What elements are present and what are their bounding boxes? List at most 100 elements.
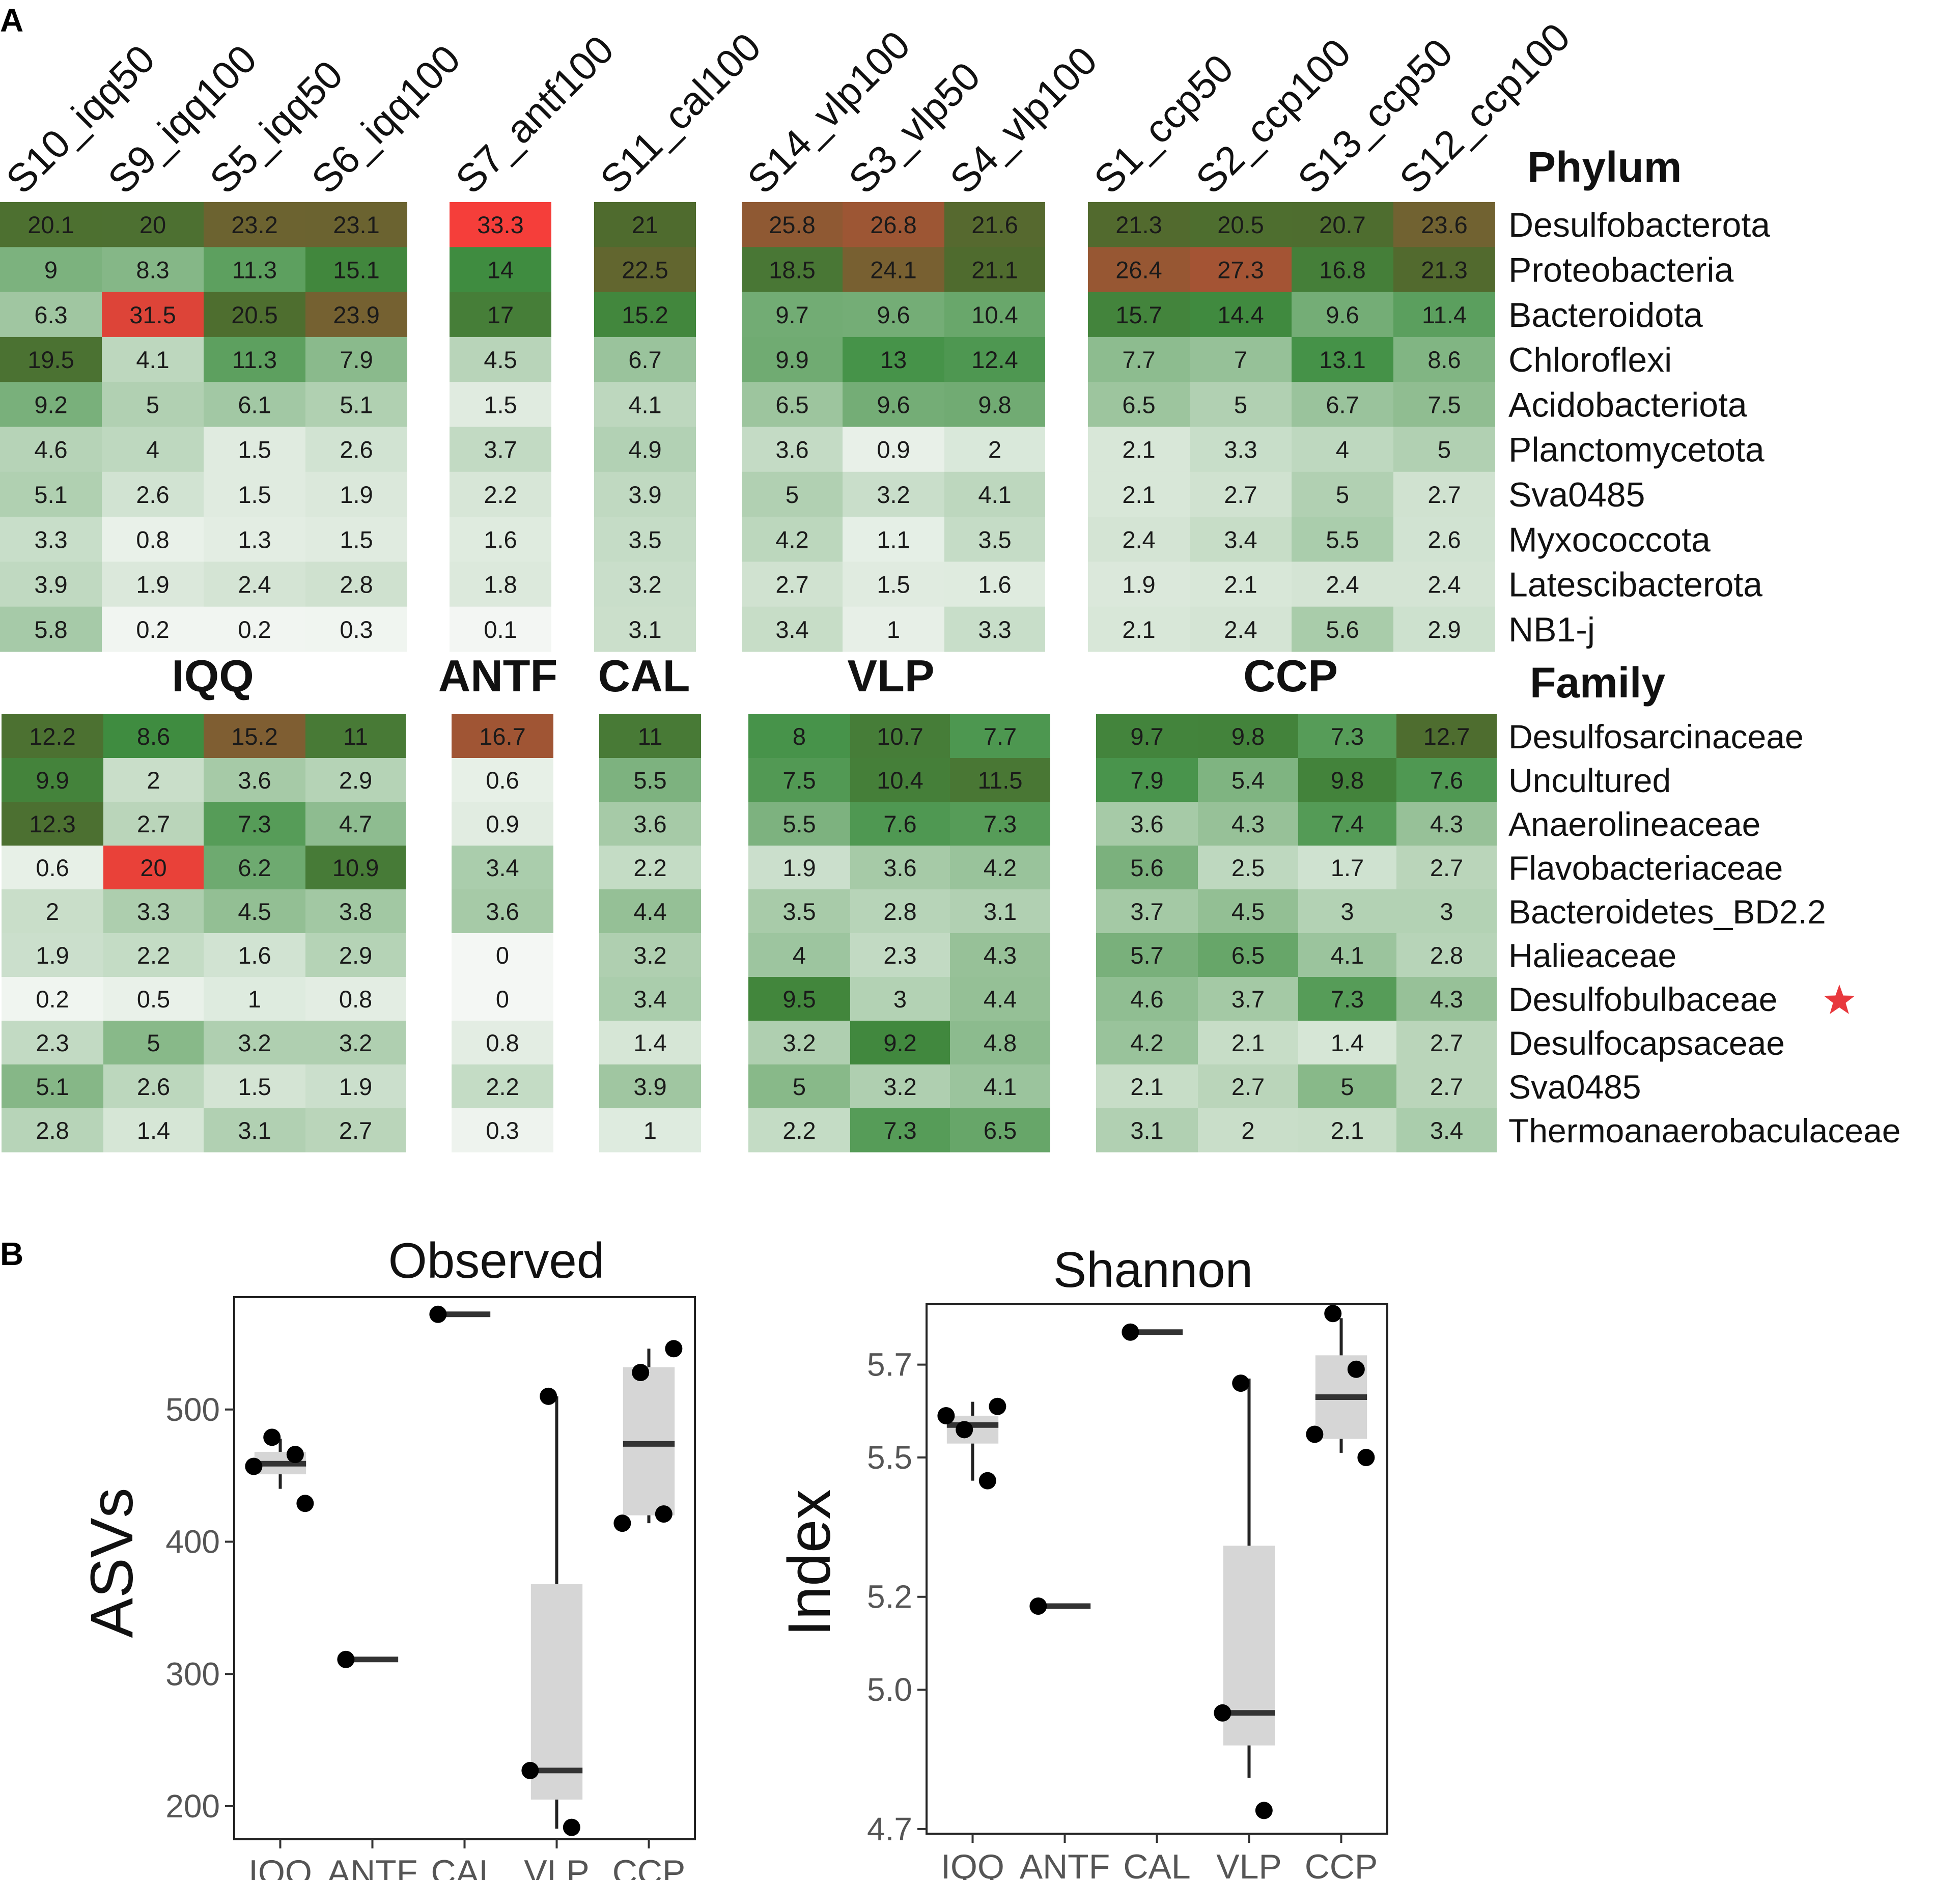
family-cell bbox=[748, 758, 850, 802]
data-point bbox=[655, 1505, 673, 1523]
family-cell bbox=[2, 1064, 103, 1109]
x-tick-label: CCP bbox=[1305, 1847, 1378, 1880]
phylum-cell bbox=[1190, 606, 1292, 652]
phylum-cell-value: 2.4 bbox=[1427, 571, 1461, 598]
family-cell-value: 15.2 bbox=[231, 723, 277, 750]
data-point bbox=[937, 1407, 955, 1424]
phylum-cell-value: 1.6 bbox=[978, 571, 1011, 598]
family-cell-value: 3.2 bbox=[883, 1073, 916, 1100]
family-cell-value: 3.6 bbox=[486, 898, 519, 925]
phylum-cell bbox=[843, 202, 944, 247]
phylum-cell-value: 26.8 bbox=[870, 211, 916, 238]
phylum-cell-value: 1.5 bbox=[238, 481, 271, 508]
phylum-cell bbox=[0, 247, 102, 293]
family-cell bbox=[452, 1021, 553, 1065]
family-cell bbox=[1198, 1064, 1298, 1109]
family-cell bbox=[950, 846, 1050, 890]
phylum-cell bbox=[102, 202, 204, 247]
phylum-cell bbox=[0, 292, 102, 338]
family-cell bbox=[1198, 846, 1298, 890]
phylum-cell-value: 11.3 bbox=[232, 256, 277, 283]
phylum-cell-value: 27.3 bbox=[1217, 256, 1264, 283]
phylum-cell bbox=[1088, 517, 1190, 562]
phylum-cell-value: 3.7 bbox=[484, 436, 517, 463]
family-cell-value: 12.3 bbox=[29, 810, 75, 837]
family-cell bbox=[103, 1064, 204, 1109]
phylum-cell-value: 0.2 bbox=[238, 616, 271, 643]
phylum-cell bbox=[1190, 471, 1292, 517]
data-point bbox=[521, 1761, 539, 1779]
family-cell-value: 8 bbox=[793, 723, 806, 750]
family-cell-value: 4.8 bbox=[984, 1029, 1017, 1056]
family-cell-value: 3.6 bbox=[238, 767, 271, 794]
data-point bbox=[1306, 1425, 1324, 1443]
family-cell-value: 0.6 bbox=[486, 767, 519, 794]
phylum-cell-value: 11.4 bbox=[1422, 301, 1467, 328]
phylum-cell-value: 5.1 bbox=[34, 481, 67, 508]
family-cell-value: 9.9 bbox=[36, 767, 69, 794]
family-cell bbox=[452, 846, 553, 890]
phylum-cell bbox=[594, 336, 696, 382]
phylum-cell-value: 1.6 bbox=[484, 526, 517, 553]
phylum-cell-value: 1.9 bbox=[340, 481, 373, 508]
data-point bbox=[956, 1421, 973, 1439]
family-cell bbox=[1298, 714, 1396, 759]
phylum-cell-value: 5 bbox=[786, 481, 799, 508]
family-cell-value: 3.1 bbox=[1130, 1117, 1163, 1144]
family-cell-value: 9.7 bbox=[1130, 723, 1163, 750]
phylum-cell bbox=[742, 202, 843, 247]
heatmap-panel: 20.1 20 23.2 23.1 33.3 21 25.8 26.8 21.6 21.3 20.5… bbox=[0, 14, 1901, 1153]
phylum-cell-value: 0.2 bbox=[136, 616, 169, 643]
family-cell bbox=[1198, 933, 1298, 977]
family-cell bbox=[1298, 1021, 1396, 1065]
family-cell-value: 2.2 bbox=[782, 1117, 816, 1144]
phylum-cell-value: 15.7 bbox=[1115, 301, 1162, 328]
family-cell bbox=[452, 714, 553, 759]
family-cell-value: 2.1 bbox=[1331, 1117, 1364, 1144]
phylum-cell-value: 6.5 bbox=[1122, 391, 1155, 418]
phylum-cell bbox=[742, 471, 843, 517]
family-cell-value: 8.6 bbox=[137, 723, 170, 750]
phylum-cell bbox=[1393, 606, 1495, 652]
y-tick-label: 5.5 bbox=[867, 1439, 912, 1476]
family-title: Family bbox=[1530, 659, 1665, 707]
family-cell bbox=[2, 1108, 103, 1153]
phylum-cell bbox=[594, 427, 696, 472]
family-cell bbox=[305, 977, 406, 1021]
family-cell-value: 6.2 bbox=[238, 854, 271, 881]
family-cell bbox=[1298, 977, 1396, 1021]
family-cell bbox=[1096, 889, 1198, 934]
family-cell bbox=[950, 1108, 1050, 1153]
phylum-cell-value: 5 bbox=[1336, 481, 1349, 508]
family-cell-value: 4.1 bbox=[984, 1073, 1017, 1100]
family-cell-value: 0.9 bbox=[486, 810, 519, 837]
family-cell bbox=[204, 977, 305, 1021]
family-cell bbox=[599, 802, 701, 846]
phylum-cell-value: 5.6 bbox=[1326, 616, 1359, 643]
family-cell bbox=[204, 846, 305, 890]
family-cell bbox=[2, 933, 103, 977]
x-tick-label: VLP bbox=[524, 1853, 590, 1880]
phylum-cell bbox=[102, 562, 204, 607]
phylum-cell bbox=[102, 606, 204, 652]
data-point bbox=[1122, 1323, 1139, 1341]
family-cell-value: 7.6 bbox=[883, 810, 916, 837]
family-cell bbox=[950, 1064, 1050, 1109]
phylum-cell-value: 14 bbox=[487, 256, 514, 283]
star-icon bbox=[1824, 985, 1855, 1014]
phylum-cell-value: 1.9 bbox=[136, 571, 169, 598]
family-cell-value: 1.9 bbox=[782, 854, 816, 881]
family-cell-value: 0.6 bbox=[36, 854, 69, 881]
phylum-cell bbox=[204, 427, 305, 472]
phylum-row-label: Sva0485 bbox=[1508, 475, 1645, 514]
family-cell-value: 2.7 bbox=[339, 1117, 372, 1144]
family-cell bbox=[1298, 933, 1396, 977]
family-cell bbox=[204, 1064, 305, 1109]
phylum-cell-value: 2.4 bbox=[238, 571, 271, 598]
family-cell-value: 7.6 bbox=[1430, 767, 1463, 794]
phylum-cell bbox=[450, 292, 551, 338]
phylum-cell bbox=[204, 517, 305, 562]
family-cell-value: 5 bbox=[793, 1073, 806, 1100]
family-cell bbox=[748, 1064, 850, 1109]
family-cell bbox=[305, 1021, 406, 1065]
